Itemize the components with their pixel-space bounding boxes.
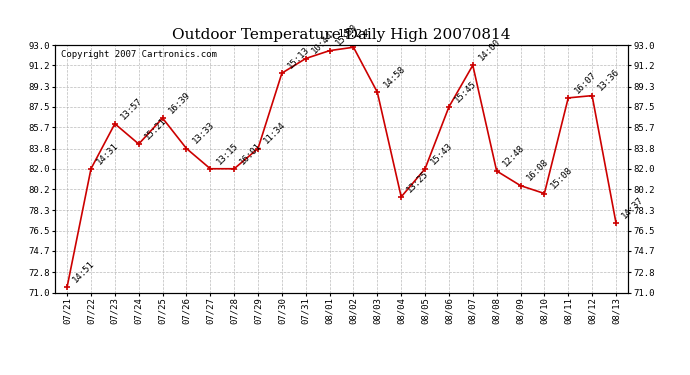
Text: 13:57: 13:57 xyxy=(119,96,144,121)
Text: 15:50: 15:50 xyxy=(334,22,359,48)
Title: Outdoor Temperature Daily High 20070814: Outdoor Temperature Daily High 20070814 xyxy=(172,28,511,42)
Text: 10:44: 10:44 xyxy=(310,30,335,56)
Text: 16:01: 16:01 xyxy=(238,141,264,166)
Text: 13:25: 13:25 xyxy=(405,169,431,194)
Text: 13:36: 13:36 xyxy=(596,68,622,93)
Text: 14:37: 14:37 xyxy=(620,195,646,220)
Text: 15:13: 15:13 xyxy=(286,45,311,70)
Text: 13:15: 13:15 xyxy=(215,141,240,166)
Text: 13:33: 13:33 xyxy=(190,120,216,146)
Text: 14:58: 14:58 xyxy=(382,64,407,90)
Text: 15:45: 15:45 xyxy=(453,79,478,104)
Text: 16:08: 16:08 xyxy=(524,158,550,183)
Text: 16:07: 16:07 xyxy=(573,70,598,95)
Text: 14:31: 14:31 xyxy=(95,141,121,166)
Text: 15:08: 15:08 xyxy=(549,165,574,191)
Text: 11:34: 11:34 xyxy=(262,120,288,146)
Text: Copyright 2007 Cartronics.com: Copyright 2007 Cartronics.com xyxy=(61,50,217,59)
Text: 15:43: 15:43 xyxy=(429,141,455,166)
Text: 12:48: 12:48 xyxy=(501,143,526,168)
Text: 16:39: 16:39 xyxy=(167,90,192,116)
Text: 15:24: 15:24 xyxy=(338,30,369,39)
Text: 14:00: 14:00 xyxy=(477,37,502,63)
Text: 15:21: 15:21 xyxy=(143,116,168,141)
Text: 14:51: 14:51 xyxy=(71,259,97,284)
